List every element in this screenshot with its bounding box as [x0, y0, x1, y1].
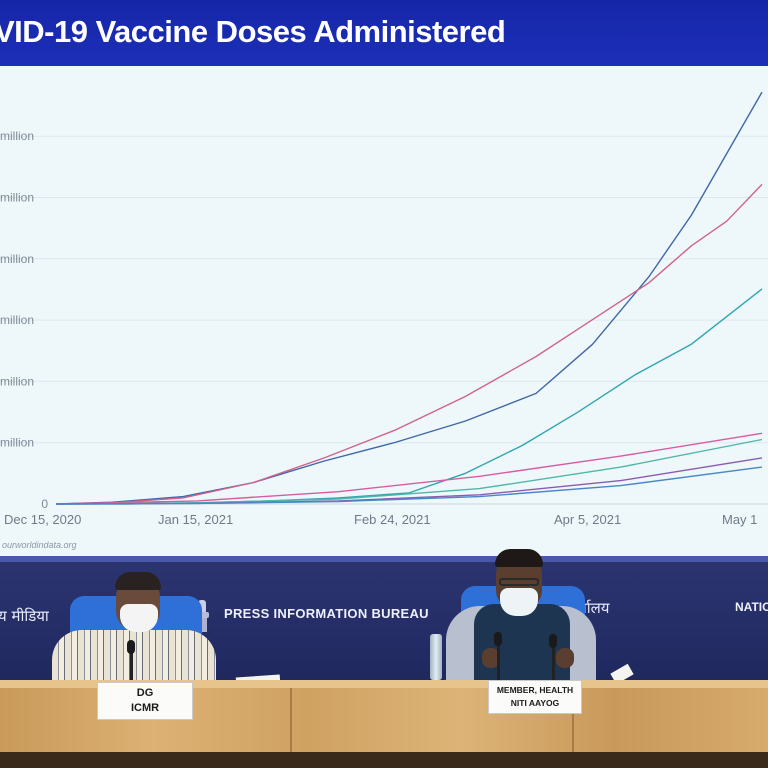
x-tick-label: Dec 15, 2020 — [4, 512, 81, 527]
backdrop-pib-label: PRESS INFORMATION BUREAU — [224, 606, 429, 621]
y-tick-label: million — [0, 374, 34, 388]
microphone-right-2 — [552, 642, 555, 680]
nameplate-dg-icmr: DG ICMR — [97, 682, 193, 720]
x-tick-label: Jan 15, 2021 — [158, 512, 233, 527]
floor-strip — [0, 752, 768, 768]
y-tick-label: million — [0, 191, 34, 205]
microphone-left — [130, 648, 133, 682]
nameplate-left-line2: ICMR — [130, 702, 160, 714]
water-bottle — [430, 634, 442, 680]
speaker-right-glasses — [499, 578, 539, 586]
nameplate-left-line1: DG — [136, 687, 154, 699]
series-line-5 — [55, 438, 763, 505]
y-tick-label: million — [0, 129, 34, 143]
speaker-left-mask — [120, 604, 158, 632]
series-line-1 — [55, 91, 763, 505]
slide-header: VID-19 Vaccine Doses Administered — [0, 0, 768, 66]
backdrop-hindi-text-left: य मीडिया — [0, 607, 49, 625]
y-tick-label: million — [0, 436, 34, 450]
slide-title: VID-19 Vaccine Doses Administered — [0, 14, 506, 49]
table-top — [0, 680, 768, 690]
nameplate-right-line2: NITI AAYOG — [510, 698, 560, 708]
table-seam — [290, 688, 292, 768]
nameplate-member-health: MEMBER, HEALTH NITI AAYOG — [488, 680, 582, 714]
backdrop-hindi-text-right: र्यालय — [578, 599, 610, 617]
y-tick-label: million — [0, 252, 34, 266]
x-tick-label: Feb 24, 2021 — [354, 512, 431, 527]
series-line-7 — [55, 466, 763, 505]
x-tick-label: Apr 5, 2021 — [554, 512, 621, 527]
series-line-2 — [55, 183, 763, 505]
microphone-right-2-head — [549, 634, 557, 648]
speaker-right-hair — [495, 549, 543, 567]
projection-screen: VID-19 Vaccine Doses Administered 0 milli… — [0, 0, 768, 556]
speaker-right-hand — [482, 648, 500, 668]
microphone-left-head — [127, 640, 135, 654]
y-tick-label: 0 — [41, 497, 48, 511]
series-line-4 — [55, 432, 763, 505]
speaker-right-mask — [500, 588, 538, 616]
y-tick-label: million — [0, 313, 34, 327]
vaccine-doses-line-chart: 0 million million million million million mill… — [0, 91, 768, 550]
table-seam — [572, 688, 574, 768]
speaker-left-hair — [115, 572, 161, 590]
backdrop-right-fragment: NATIO — [735, 600, 768, 614]
chart-source-text: ourworldindata.org — [2, 540, 77, 550]
microphone-right-head — [494, 632, 502, 646]
microphone-right — [497, 640, 500, 680]
x-tick-label: May 1 — [722, 512, 757, 527]
speaker-right-hand — [556, 648, 574, 668]
series-line-3 — [56, 288, 763, 505]
nameplate-right-line1: MEMBER, HEALTH — [496, 685, 574, 695]
